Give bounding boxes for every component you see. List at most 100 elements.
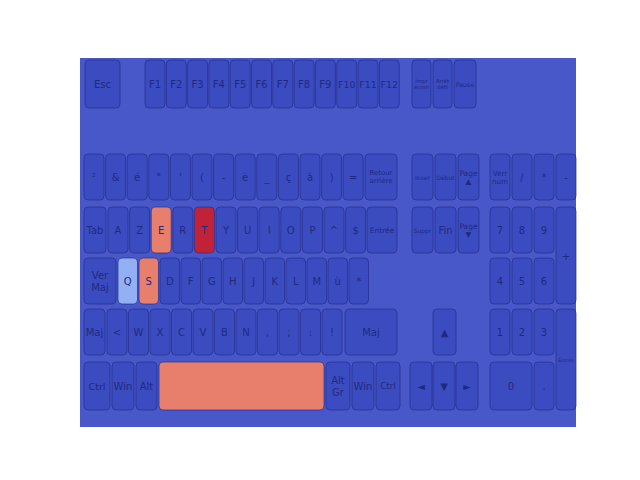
key-cell (294, 60, 314, 108)
key-cell (238, 207, 258, 253)
key-label: ► (463, 381, 471, 392)
key-label: Page▼ (459, 221, 478, 239)
key-label: Fin (438, 225, 452, 236)
key-cell (326, 362, 350, 410)
key-cell (149, 154, 169, 200)
key-cell (322, 309, 342, 355)
key-cell (209, 60, 229, 108)
key-label: Esc (94, 79, 111, 90)
key-label: Retourarrière (370, 169, 393, 185)
key-cell (85, 60, 120, 108)
key-label: 7 (497, 225, 503, 236)
key-label: ▲ (441, 327, 449, 338)
key-cell (349, 258, 369, 304)
key-label: F7 (277, 79, 289, 90)
key-label: N (242, 327, 249, 338)
key-cell (534, 362, 554, 410)
key-label: F8 (298, 79, 310, 90)
key-cell (215, 309, 235, 355)
key-label: Maj (86, 327, 104, 338)
key-cell (84, 207, 106, 253)
key-cell (490, 207, 510, 253)
key-label: F2 (170, 79, 182, 90)
key-label: E (158, 225, 164, 236)
key-cell (534, 207, 554, 253)
key-cell (456, 362, 478, 410)
key-label: K (271, 276, 278, 287)
key-cell (127, 154, 147, 200)
key-cell (108, 207, 128, 253)
key-cell (490, 362, 532, 410)
key-label: _ (263, 172, 270, 184)
key-label: Q (124, 276, 132, 287)
key-cell (433, 309, 456, 355)
key-cell (458, 154, 479, 200)
key-cell (202, 258, 222, 304)
key-cell (181, 258, 201, 304)
key-cell (307, 258, 327, 304)
key-cell (345, 309, 397, 355)
keyboard-heatmap: EscF1F2F3F4F5F6F7F8F9F10F11F12ImprécranA… (0, 0, 640, 480)
key-cell (454, 60, 476, 108)
key-cell (534, 154, 554, 200)
key-label: J (251, 276, 255, 287)
key-cell (301, 309, 321, 355)
key-label: D (166, 276, 174, 287)
key-cell (278, 154, 298, 200)
key-label: Entrée (558, 357, 574, 362)
key-cell (244, 258, 264, 304)
key-label: Alt (140, 381, 154, 392)
key-label: * (356, 276, 361, 287)
key-cell (235, 154, 255, 200)
key-label: Arrêtdéfil (436, 78, 449, 90)
key-cell (412, 207, 433, 253)
key-cell (512, 309, 532, 355)
key-label: Début (436, 174, 455, 181)
key-cell (490, 154, 510, 200)
key-label: F4 (213, 79, 225, 90)
keyboard-ground (80, 58, 576, 427)
key-label: : (309, 327, 312, 338)
key-label: 2 (519, 327, 525, 338)
key-label: ' (179, 172, 182, 183)
key-label: ▼ (440, 381, 448, 392)
key-label: + (562, 250, 570, 261)
key-label: $ (352, 225, 358, 236)
key-cell (84, 362, 110, 410)
key-label: , (266, 327, 269, 338)
key-label: Verrnum (492, 168, 508, 185)
key-cell (512, 154, 532, 200)
key-cell (170, 154, 190, 200)
key-label: ◄ (417, 381, 425, 392)
key-label: Suppr (414, 227, 432, 235)
key-label: Entrée (370, 226, 395, 235)
key-label: ) (330, 172, 334, 183)
key-cell (236, 309, 256, 355)
key-cell (258, 309, 278, 355)
key-cell (279, 309, 299, 355)
key-label: * (542, 172, 547, 183)
key-label: Y (222, 225, 230, 236)
key-label: ! (330, 327, 334, 338)
key-label: ( (200, 172, 204, 183)
key-cell (433, 60, 452, 108)
key-label: ç (286, 172, 292, 183)
key-label: - (564, 172, 568, 183)
key-cell (343, 154, 363, 200)
key-label: 5 (519, 276, 525, 287)
key-label: & (112, 172, 120, 183)
key-cell (150, 309, 170, 355)
key-label: Imprécran (414, 78, 429, 90)
key-cell (322, 154, 342, 200)
key-cell (358, 60, 378, 108)
key-cell (159, 362, 324, 410)
key-cell (346, 207, 366, 253)
key-cell (166, 60, 186, 108)
key-label: F9 (319, 79, 331, 90)
key-cell (379, 60, 399, 108)
key-cell (118, 258, 138, 304)
key-cell (512, 207, 532, 253)
key-cell (302, 207, 322, 253)
key-cell (84, 258, 116, 304)
key-label: W (134, 327, 144, 338)
